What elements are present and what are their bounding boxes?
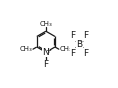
Text: F: F [70,31,75,40]
Text: +: + [45,48,51,54]
Text: B: B [76,40,82,49]
Text: F: F [70,48,75,58]
Text: F: F [84,48,89,58]
Text: ⁻: ⁻ [79,38,83,47]
Text: F: F [84,31,89,40]
Text: CH₃: CH₃ [40,21,52,27]
Text: CH₃: CH₃ [59,46,72,52]
Text: CH₃: CH₃ [20,46,33,52]
Text: F: F [43,60,48,69]
Text: N: N [42,48,49,57]
